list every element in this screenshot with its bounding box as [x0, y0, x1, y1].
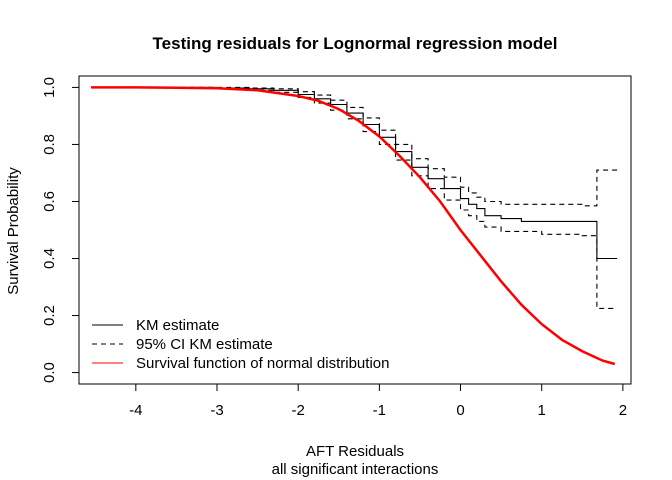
x-tick-label: -4 — [129, 402, 142, 419]
x-tick-label: -3 — [210, 402, 223, 419]
series-line-survival-function-of-normal-distribution — [91, 86, 616, 366]
y-tick-label: 0.6 — [41, 191, 58, 212]
y-tick-label: 1.0 — [41, 77, 58, 98]
x-axis-label: AFT Residuals — [306, 443, 404, 460]
legend-label: 95% CI KM estimate — [136, 336, 273, 353]
y-tick-label: 0.0 — [41, 362, 58, 383]
x-tick-label: -1 — [373, 402, 386, 419]
y-tick-label: 0.8 — [41, 134, 58, 155]
series-line-95-ci-km-estimate-upper — [91, 86, 618, 207]
plot-area: -4 -3 -2 -1 0 1 2 0.0 0.2 0.4 0.6 0.8 1.0 KM estimate… — [41, 75, 632, 419]
x-tick-label: 0 — [456, 402, 464, 419]
series-line-95-ci-km-estimate-lower — [91, 86, 618, 309]
x-tick-label: -2 — [292, 402, 305, 419]
x-axis-sublabel: all significant interactions — [272, 461, 439, 478]
y-tick-label: 0.2 — [41, 305, 58, 326]
legend-label: KM estimate — [136, 317, 219, 334]
x-tick-label: 2 — [619, 402, 627, 419]
legend-label: Survival function of normal distribution — [136, 355, 389, 372]
x-tick-label: 1 — [538, 402, 546, 419]
y-axis-label: Survival Probability — [5, 167, 22, 295]
chart-title: Testing residuals for Lognormal regressi… — [153, 34, 558, 53]
y-tick-label: 0.4 — [41, 248, 58, 269]
series-line-km-estimate — [91, 86, 618, 260]
